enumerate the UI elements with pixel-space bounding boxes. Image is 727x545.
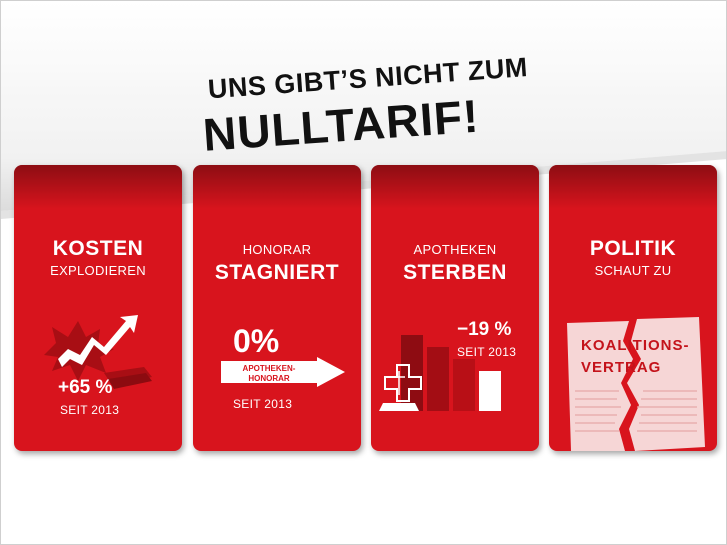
flat-arrow-icon [221, 357, 345, 387]
card-since: SEIT 2013 [233, 397, 293, 411]
card-title-big: STAGNIERT [214, 261, 340, 284]
card-title-small: SCHAUT ZU [594, 263, 672, 278]
paper-text-line-1: KOALITIONS- [581, 337, 690, 354]
torn-contract-icon [567, 317, 705, 451]
card-stat: +65 % [58, 377, 113, 398]
card-title-small: EXPLODIEREN [50, 263, 146, 278]
card-title-small: APOTHEKEN [413, 242, 497, 257]
arrow-label-line-2: HONORAR [248, 374, 290, 383]
card-fee: HONORAR STAGNIERT 0% APOTHEKEN- HONORAR … [193, 165, 361, 451]
explosion-rising-arrow-icon [44, 315, 152, 389]
arrow-label: APOTHEKEN- HONORAR [229, 364, 309, 384]
card-shadow [193, 165, 361, 209]
card-since: SEIT 2013 [457, 345, 517, 359]
arrow-label-line-1: APOTHEKEN- [242, 364, 296, 373]
paper-text-line-2: VERTRAG [581, 359, 662, 376]
card-costs: KOSTEN EXPLODIEREN +65 % SEIT 2013 [14, 165, 182, 451]
pharmacy-bars-icon [379, 335, 501, 411]
card-title-big: POLITIK [589, 237, 677, 260]
card-title-big: STERBEN [403, 261, 507, 284]
card-shadow [371, 165, 539, 209]
card-politics: POLITIK SCHAUT ZU KOALITIONS- VERTRAG [549, 165, 717, 451]
card-shadow [14, 165, 182, 209]
card-shadow [549, 165, 717, 209]
card-title-small: HONORAR [242, 242, 312, 257]
card-pharmacies: APOTHEKEN STERBEN −19 % SEIT 2013 [371, 165, 539, 451]
card-since: SEIT 2013 [60, 403, 120, 417]
card-stat: 0% [233, 323, 280, 359]
card-title-big: KOSTEN [52, 237, 144, 260]
card-stat: −19 % [457, 319, 512, 340]
